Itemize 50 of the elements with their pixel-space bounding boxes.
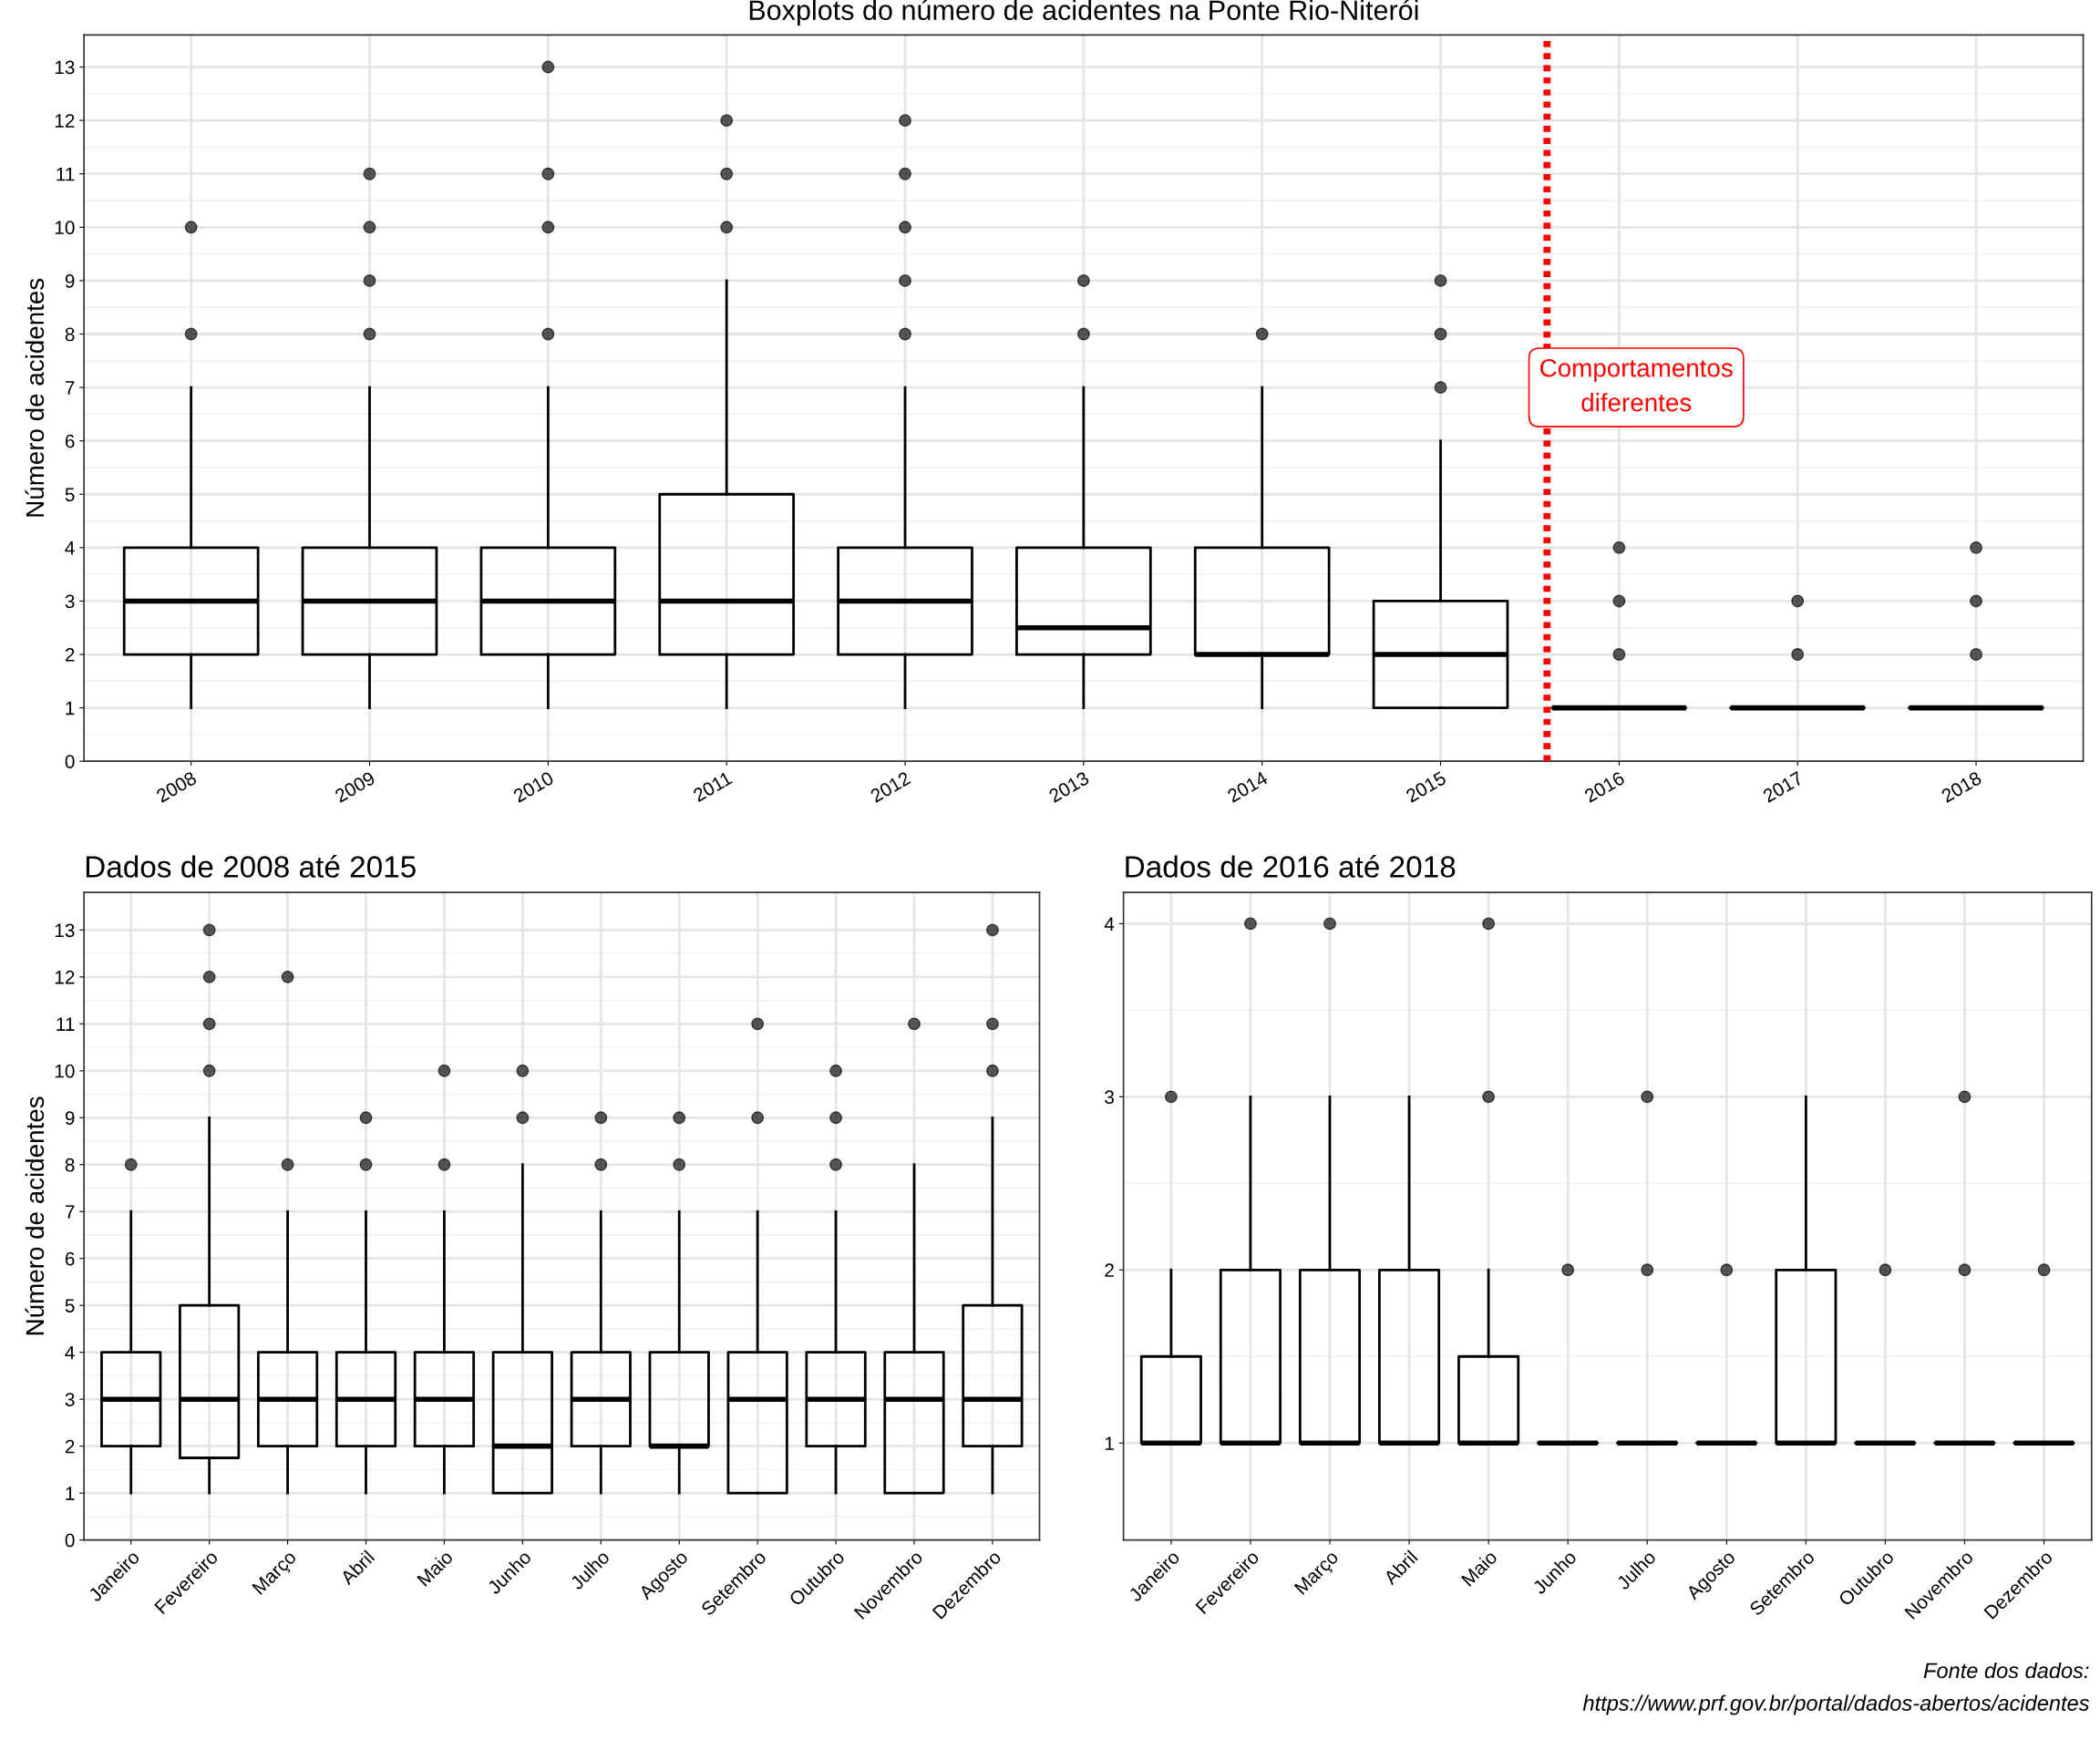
y-tick-label: 5 — [65, 488, 75, 502]
y-tick-label: 8 — [65, 327, 75, 342]
y-tick-label: 7 — [65, 381, 75, 395]
y-tick-label: 4 — [1104, 917, 1115, 931]
y-tick-label: 10 — [55, 1064, 75, 1078]
y-tick-label: 13 — [55, 60, 75, 75]
y-tick-label: 6 — [65, 1251, 75, 1266]
x-tick-label: 2011 — [692, 770, 733, 803]
y-tick-label: 10 — [55, 221, 75, 235]
x-tick-label: 2013 — [1047, 770, 1090, 803]
y-tick-label: 12 — [55, 114, 75, 128]
y-tick-label: 9 — [65, 273, 75, 288]
y-tick-label: 12 — [55, 970, 75, 984]
y-tick-label: 0 — [65, 1533, 75, 1548]
y-tick-label: 3 — [65, 1393, 75, 1406]
y-tick-label: 7 — [65, 1205, 75, 1219]
y-axis-title: Número de acidentes — [25, 278, 45, 517]
chart-title: Boxplots do número de acidentes na Ponte Rio-Niterói — [749, 0, 1418, 26]
y-tick-label: 6 — [65, 434, 75, 448]
y-tick-label: 11 — [57, 167, 75, 181]
y-tick-label: 8 — [65, 1158, 75, 1172]
chart-title: Dados de 2016 até 2018 — [1126, 854, 1456, 878]
y-tick-label: 13 — [55, 923, 75, 938]
y-tick-label: 4 — [65, 1345, 75, 1360]
y-tick-label: 2 — [1105, 1263, 1114, 1277]
annotation: Comportamentos diferentes — [1540, 358, 1733, 412]
y-tick-label: 3 — [1105, 1090, 1114, 1105]
x-tick-label: 2012 — [870, 770, 911, 803]
source-note: Fonte dos dados: https://www.prf.gov.br/portal/dados-abertos/acidentes — [1582, 1662, 2090, 1715]
x-tick-label: 2014 — [1226, 770, 1269, 803]
y-tick-label: 1 — [1105, 1436, 1114, 1450]
y-tick-label: 1 — [66, 701, 75, 715]
y-tick-label: 2 — [65, 1439, 75, 1454]
y-tick-label: 4 — [65, 541, 75, 555]
y-tick-label: 5 — [65, 1299, 75, 1312]
y-tick-label: 0 — [65, 755, 75, 768]
y-tick-label: 2 — [65, 648, 75, 662]
x-tick-label: 2015 — [1405, 770, 1447, 803]
chart-title: Dados de 2008 até 2015 — [86, 854, 416, 878]
x-tick-label: 2018 — [1940, 770, 1982, 803]
y-axis-title: Número de acidentes — [25, 1096, 45, 1335]
x-tick-label: 2009 — [334, 770, 376, 803]
x-tick-label: 2016 — [1583, 770, 1626, 803]
y-tick-label: 9 — [65, 1111, 75, 1126]
y-tick-label: 3 — [65, 594, 75, 609]
y-tick-label: 11 — [57, 1017, 75, 1031]
x-tick-label: 2008 — [155, 770, 198, 803]
y-tick-label: 1 — [66, 1487, 75, 1500]
x-tick-label: 2017 — [1762, 770, 1804, 803]
x-tick-label: 2010 — [512, 770, 555, 803]
